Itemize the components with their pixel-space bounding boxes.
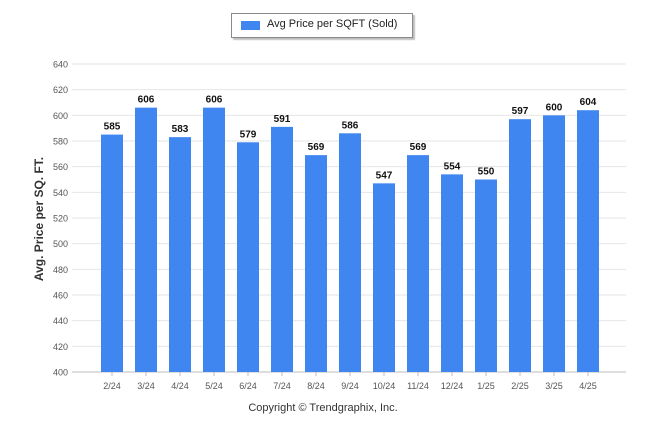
- bar-value-label: 597: [512, 106, 529, 117]
- bar: [509, 119, 531, 372]
- bar: [407, 155, 429, 372]
- y-tick-label: 640: [53, 60, 68, 70]
- x-tick-label: 3/24: [137, 381, 155, 391]
- copyright-text: Copyright © Trendgraphix, Inc.: [248, 402, 398, 414]
- bar-value-label: 591: [274, 114, 291, 125]
- legend-swatch: [241, 21, 260, 30]
- y-tick-label: 400: [53, 368, 68, 378]
- x-tick-label: 4/25: [579, 381, 597, 391]
- x-tick-label: 9/24: [341, 381, 359, 391]
- bar: [237, 142, 259, 372]
- x-tick-label: 12/24: [441, 381, 464, 391]
- x-tick-label: 6/24: [239, 381, 257, 391]
- y-tick-label: 420: [53, 342, 68, 352]
- y-tick-label: 620: [53, 85, 68, 95]
- bar-value-label: 554: [444, 161, 461, 172]
- bar-value-label: 583: [172, 124, 189, 135]
- y-tick-label: 520: [53, 214, 68, 224]
- bar: [169, 137, 191, 372]
- y-axis-ticks: 400 420 440 460 480 500 520 540 560 580 600 620 640: [53, 60, 68, 378]
- bar: [135, 107, 157, 372]
- y-tick-label: 580: [53, 137, 68, 147]
- bar-value-label: 606: [206, 95, 223, 106]
- bar-value-label: 585: [104, 122, 121, 133]
- bar-value-label: 569: [308, 142, 325, 153]
- bar: [543, 115, 565, 372]
- bar-value-label: 569: [410, 142, 427, 153]
- bar: [271, 126, 293, 372]
- value-labels: 585 606 583 606 579 591 569 586 547 569 554 550 597 6…: [104, 95, 597, 182]
- y-tick-label: 500: [53, 239, 68, 249]
- x-tick-label: 3/25: [545, 381, 563, 391]
- x-tick-label: 8/24: [307, 381, 325, 391]
- x-tick-label: 1/25: [477, 381, 495, 391]
- x-axis-ticks: 2/24 3/24 4/24 5/24 6/24 7/24 8/24 9/24 10/24 11/…: [103, 372, 597, 391]
- bar-value-label: 579: [240, 129, 257, 140]
- bar-value-label: 606: [138, 95, 155, 106]
- bars: [101, 107, 599, 372]
- bar-value-label: 550: [478, 167, 495, 178]
- bar: [373, 183, 395, 372]
- x-tick-label: 5/24: [205, 381, 223, 391]
- bar-value-label: 547: [376, 170, 393, 181]
- y-tick-label: 460: [53, 291, 68, 301]
- y-tick-label: 440: [53, 316, 68, 326]
- x-tick-label: 7/24: [273, 381, 291, 391]
- y-tick-label: 600: [53, 111, 68, 121]
- bar: [577, 110, 599, 372]
- x-tick-label: 4/24: [171, 381, 189, 391]
- x-tick-label: 10/24: [373, 381, 396, 391]
- x-tick-label: 2/24: [103, 381, 121, 391]
- y-tick-label: 540: [53, 188, 68, 198]
- bar: [475, 179, 497, 372]
- bar-chart: 585 606 583 606 579 591 569 586 547 569 554 550 597 6…: [32, 60, 626, 391]
- bar-value-label: 600: [546, 102, 563, 113]
- bar: [101, 134, 123, 372]
- bar: [305, 155, 327, 372]
- y-tick-label: 480: [53, 265, 68, 275]
- bar: [441, 174, 463, 372]
- bar-value-label: 586: [342, 120, 359, 131]
- x-tick-label: 2/25: [511, 381, 529, 391]
- y-axis-title: Avg. Price per SQ. FT.: [32, 157, 46, 281]
- x-tick-label: 11/24: [407, 381, 429, 391]
- y-tick-label: 560: [53, 162, 68, 172]
- bar: [339, 133, 361, 372]
- bar-value-label: 604: [580, 97, 597, 108]
- legend-label: Avg Price per SQFT (Sold): [267, 18, 398, 30]
- chart-legend: Avg Price per SQFT (Sold): [231, 13, 413, 38]
- bar: [203, 107, 225, 372]
